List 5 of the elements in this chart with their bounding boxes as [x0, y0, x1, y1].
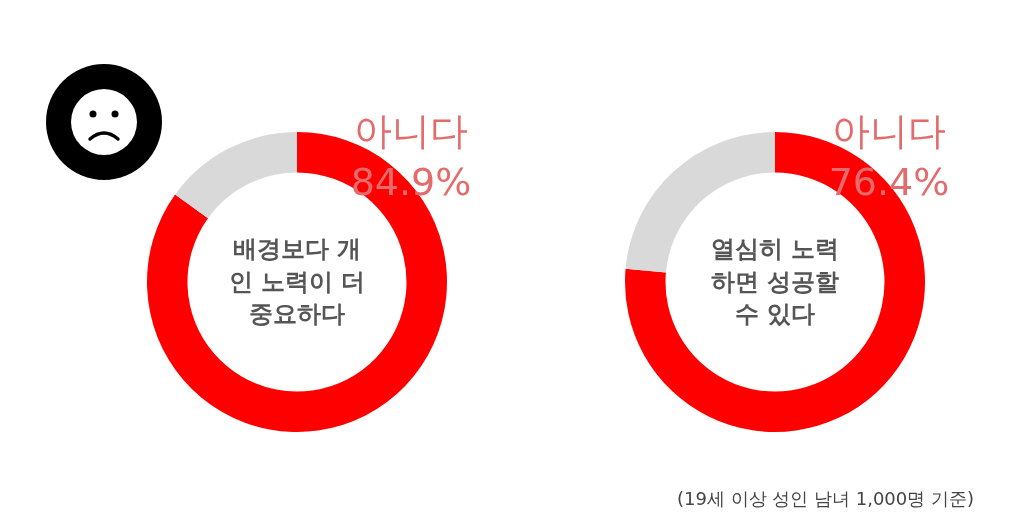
- text: (19세 이상 성인 남녀 1,000명 기준): [676, 487, 974, 511]
- slice-label: 아니다: [354, 109, 468, 153]
- text: 배경보다 개인 노력이 더 중요하다: [227, 234, 367, 331]
- slice-label: 아니다: [832, 109, 946, 153]
- text: 열심히 노력하면 성공할 수 있다: [709, 234, 841, 331]
